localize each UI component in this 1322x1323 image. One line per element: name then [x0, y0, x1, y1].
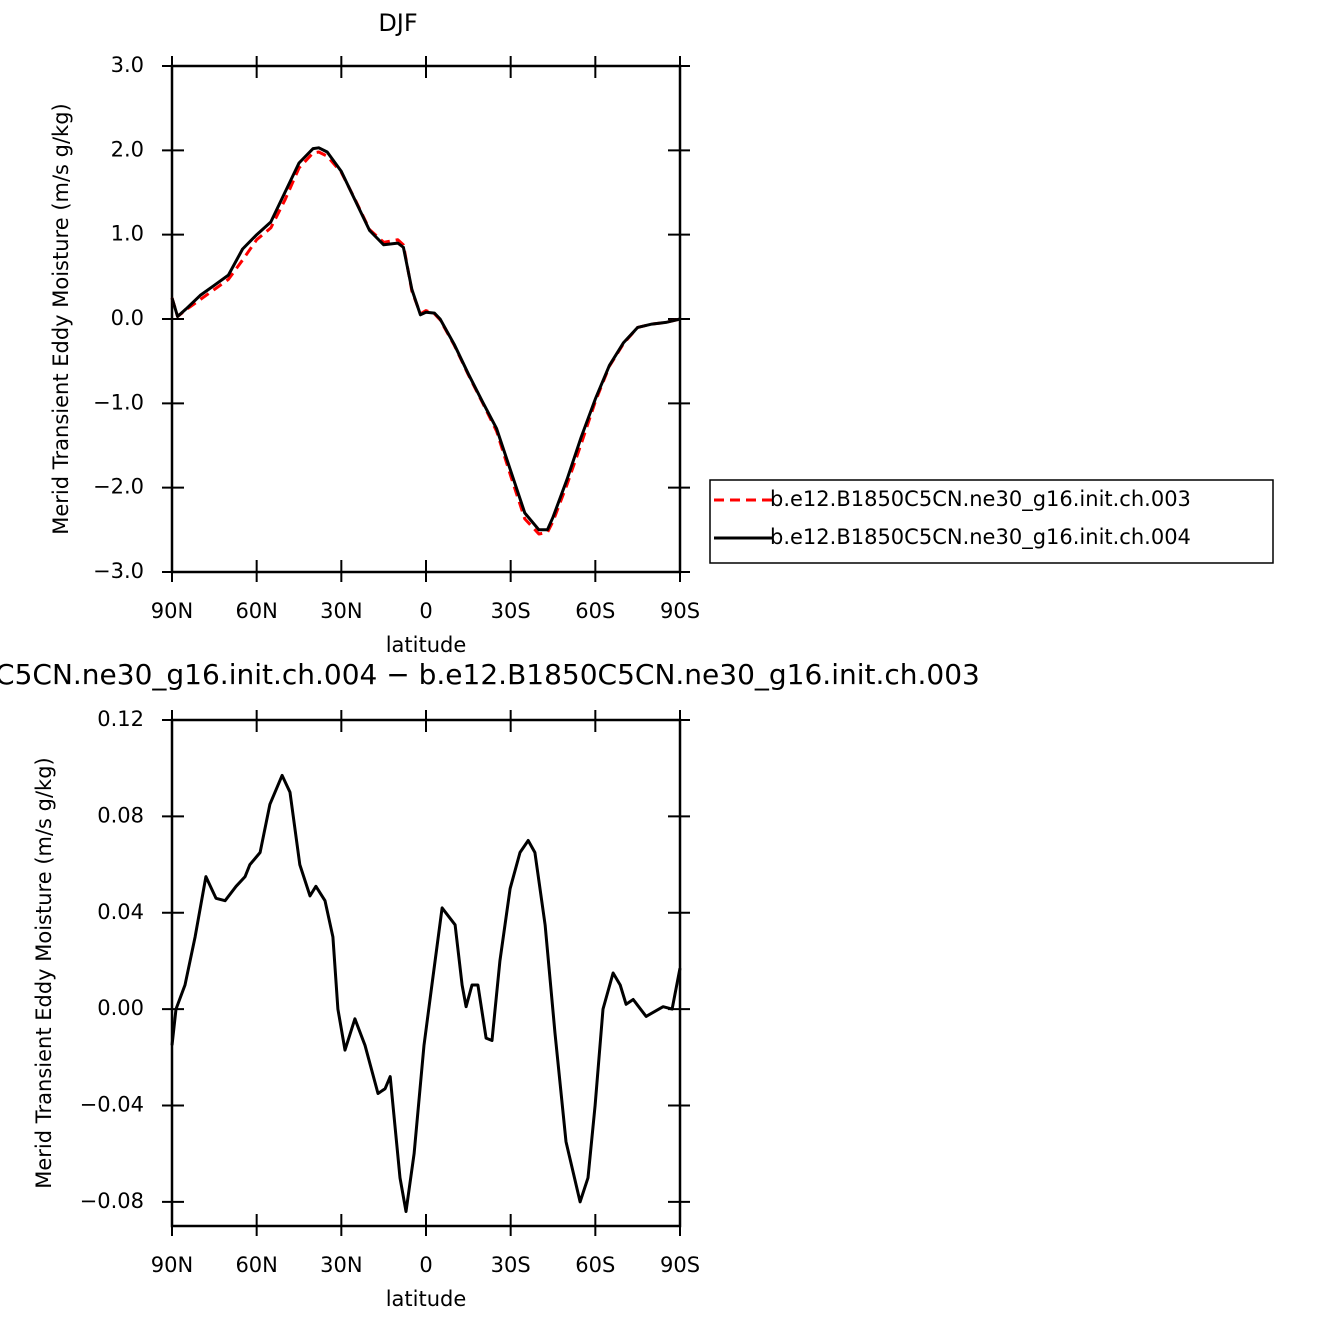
x-axis-label: latitude — [386, 633, 467, 657]
y-tick-label: 0.04 — [97, 900, 144, 924]
y-tick-label: −0.04 — [80, 1093, 144, 1117]
legend-label: b.e12.B1850C5CN.ne30_g16.init.ch.004 — [770, 525, 1191, 550]
plot-frame — [170, 64, 682, 574]
legend-box — [709, 479, 1274, 564]
y-tick-label: 0.08 — [97, 803, 144, 827]
x-tick-label: 30S — [491, 1253, 531, 1277]
y-tick-label: 0.00 — [97, 996, 144, 1020]
plot-frame — [170, 718, 682, 1228]
x-tick-label: 30S — [491, 599, 531, 623]
x-tick-label: 60S — [575, 599, 615, 623]
chart-title: DJF — [378, 9, 417, 37]
x-tick-label: 90S — [660, 1253, 700, 1277]
x-axis-label: latitude — [386, 1287, 467, 1311]
y-tick-label: 0.12 — [97, 707, 144, 731]
x-tick-label: 30N — [320, 1253, 362, 1277]
y-tick-label: −0.08 — [80, 1189, 144, 1213]
x-tick-label: 30N — [320, 599, 362, 623]
y-axis-label: Merid Transient Eddy Moisture (m/s g/kg) — [32, 757, 56, 1189]
x-tick-label: 90N — [151, 599, 193, 623]
chart-title: b.e12.B1850C5CN.ne30_g16.init.ch.004 − b… — [0, 658, 980, 691]
y-tick-label: 0.0 — [111, 306, 144, 330]
y-tick-label: 3.0 — [111, 53, 144, 77]
y-tick-label: −3.0 — [93, 559, 144, 583]
y-tick-label: 2.0 — [111, 137, 144, 161]
y-tick-label: −1.0 — [93, 390, 144, 414]
x-tick-label: 90N — [151, 1253, 193, 1277]
x-tick-label: 0 — [419, 599, 432, 623]
legend-label: b.e12.B1850C5CN.ne30_g16.init.ch.003 — [770, 487, 1191, 512]
series-line — [170, 146, 681, 532]
series-line — [170, 150, 681, 536]
x-tick-label: 60N — [235, 599, 277, 623]
y-tick-label: 1.0 — [111, 222, 144, 246]
series-line — [170, 773, 682, 1213]
y-tick-label: −2.0 — [93, 475, 144, 499]
x-tick-label: 0 — [419, 1253, 432, 1277]
x-tick-label: 90S — [660, 599, 700, 623]
x-tick-label: 60S — [575, 1253, 615, 1277]
y-axis-label: Merid Transient Eddy Moisture (m/s g/kg) — [49, 103, 73, 535]
x-tick-label: 60N — [235, 1253, 277, 1277]
